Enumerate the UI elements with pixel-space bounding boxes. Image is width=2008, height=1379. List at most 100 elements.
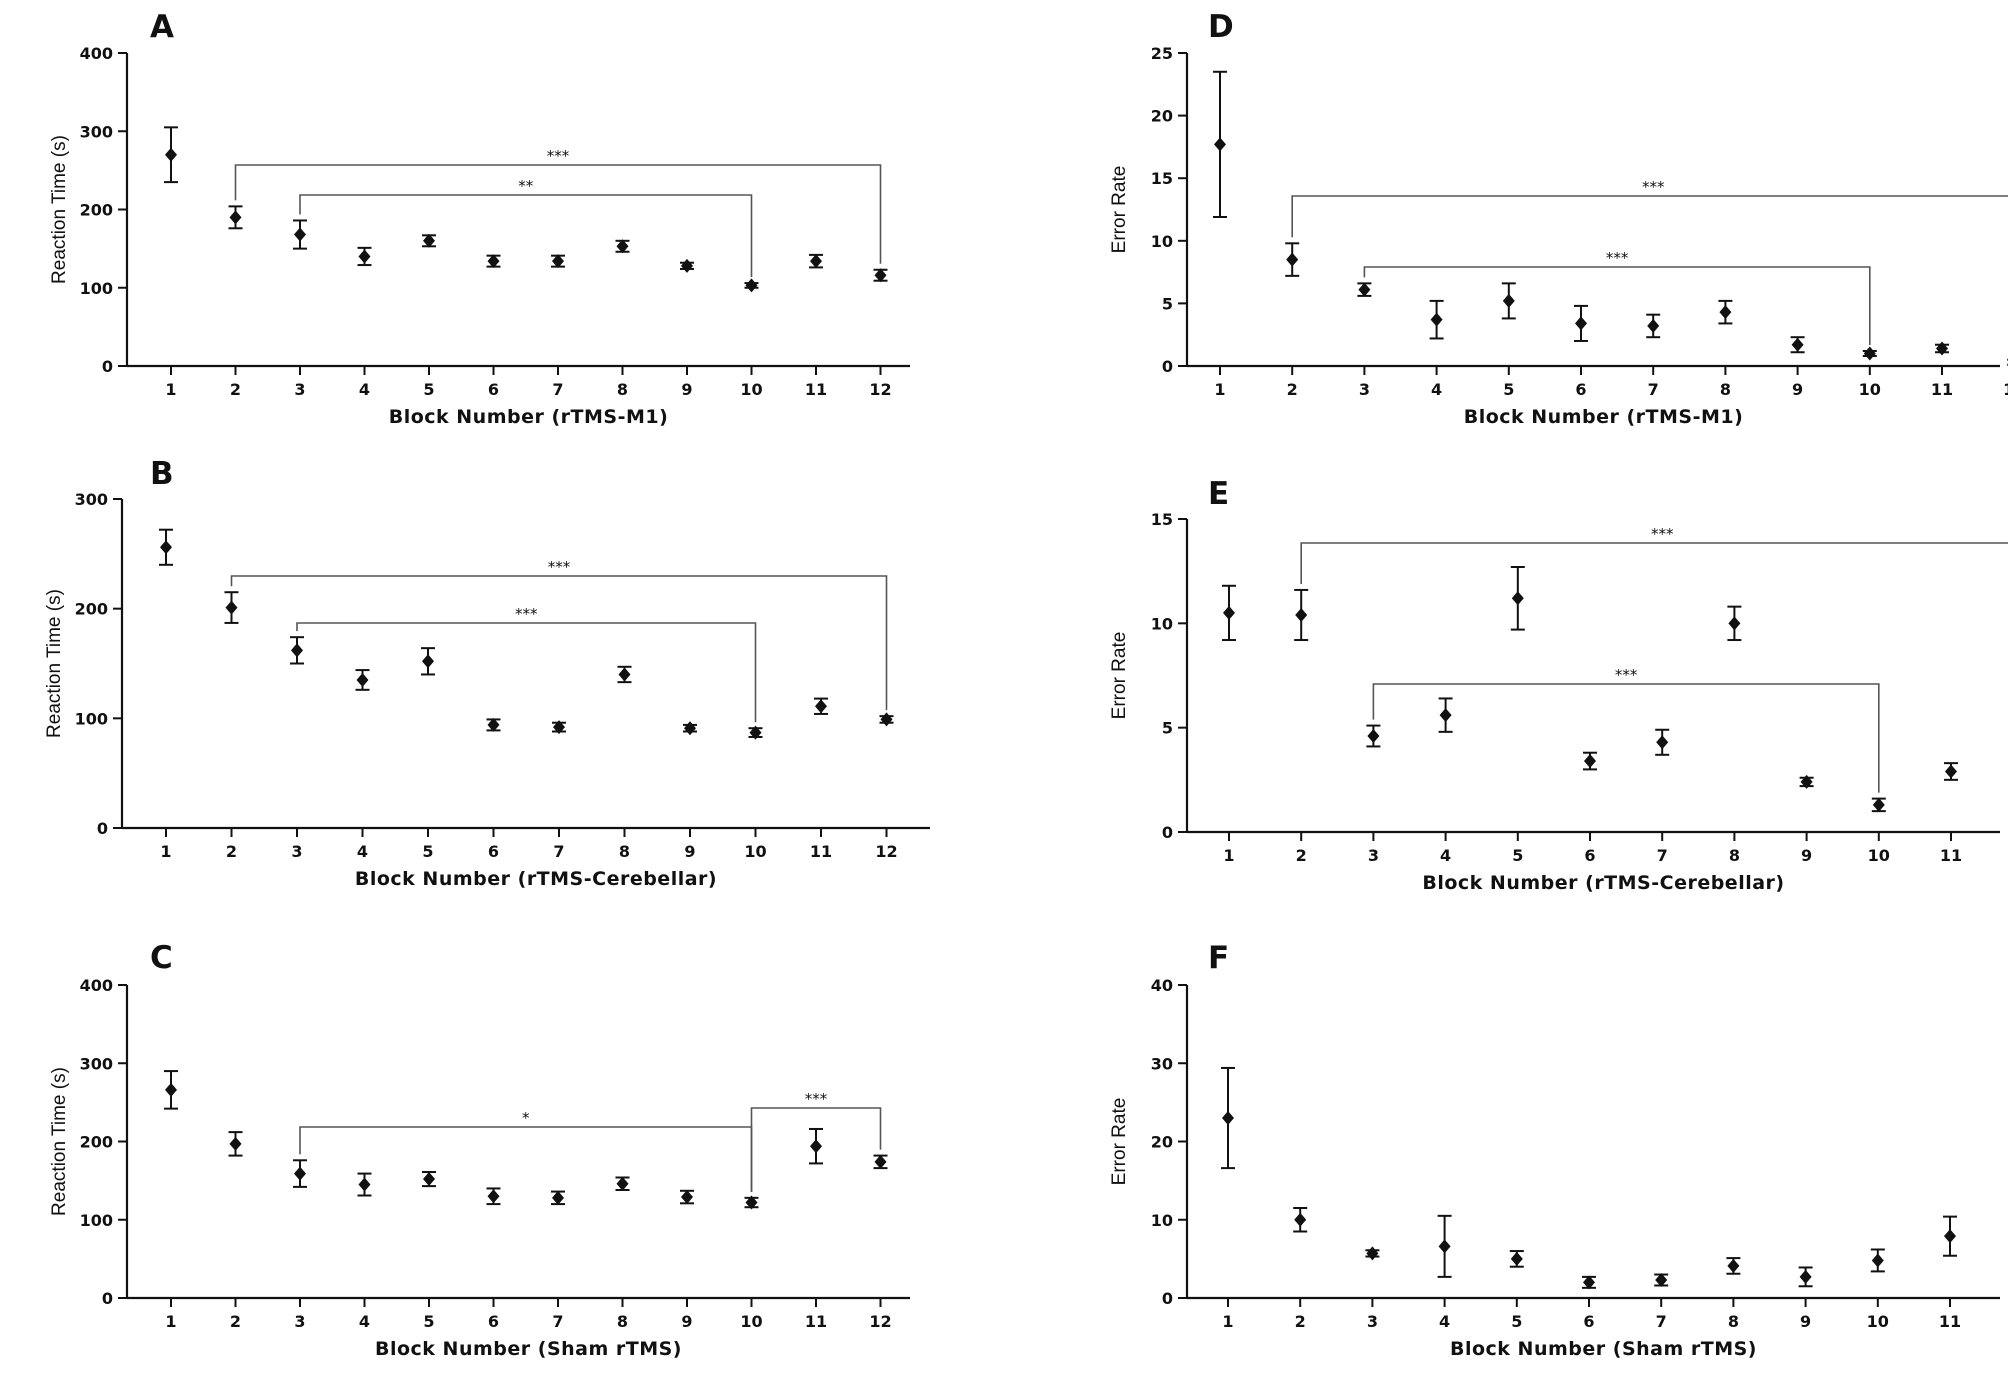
x-tick-label: 2: [1287, 380, 1298, 399]
x-tick-label: 8: [1720, 380, 1731, 399]
y-tick-label: 0: [97, 819, 108, 838]
data-point: [1799, 1269, 1812, 1284]
y-tick-label: 5: [1162, 294, 1173, 313]
x-tick-label: 4: [1439, 1312, 1450, 1331]
x-tick-label: 3: [1359, 380, 1370, 399]
data-point: [358, 1177, 371, 1192]
y-tick-label: 20: [1151, 1133, 1173, 1152]
x-tick-label: 8: [619, 842, 630, 861]
data-point: [1286, 252, 1299, 267]
x-tick-label: 1: [160, 842, 171, 861]
y-tick-label: 100: [80, 279, 113, 298]
x-tick-label: 5: [423, 1312, 434, 1331]
y-tick-label: 100: [75, 709, 108, 728]
x-tick-label: 1: [165, 1312, 176, 1331]
x-tick-label: 3: [291, 842, 302, 861]
y-tick-label: 100: [80, 1211, 113, 1230]
chart-panel-e: E051015123456789101112Block Number (rTMS…: [1109, 476, 2008, 894]
x-tick-label: 4: [1431, 380, 1442, 399]
x-tick-label: 4: [1440, 846, 1451, 865]
x-tick-label: 9: [684, 842, 695, 861]
x-tick-label: 3: [1368, 846, 1379, 865]
data-point: [294, 1166, 306, 1181]
x-tick-label: 3: [294, 380, 305, 399]
y-tick-label: 300: [80, 122, 113, 141]
x-tick-label: 7: [1657, 846, 1668, 865]
x-tick-label: 12: [2003, 380, 2008, 399]
data-point: [1214, 137, 1226, 152]
x-axis-title: Block Number (Sham rTMS): [1450, 1338, 1757, 1360]
y-tick-label: 15: [1151, 169, 1173, 188]
data-point: [1510, 1251, 1523, 1266]
x-tick-label: 10: [1867, 1312, 1889, 1331]
significance-label: ***: [1615, 666, 1638, 684]
x-tick-label: 11: [1931, 380, 1953, 399]
data-point: [165, 147, 177, 162]
significance-label: ***: [1606, 249, 1629, 267]
data-point: [1872, 797, 1885, 812]
x-tick-label: 9: [1800, 1312, 1811, 1331]
data-point: [616, 239, 629, 254]
data-point: [423, 1172, 435, 1187]
x-tick-label: 1: [165, 380, 176, 399]
chart-panel-d: D0510152025123456789101112Block Number (…: [1109, 9, 2008, 428]
data-point: [810, 254, 822, 269]
chart-panel-f: F010203040123456789101112Block Number (S…: [1109, 940, 2000, 1360]
x-tick-label: 10: [744, 842, 766, 861]
x-axis-title: Block Number (rTMS-Cerebellar): [1422, 872, 1784, 894]
data-point: [681, 1190, 693, 1205]
x-tick-label: 11: [805, 380, 827, 399]
y-tick-label: 10: [1151, 614, 1173, 633]
y-tick-label: 200: [80, 201, 113, 220]
significance-bracket: [1291, 195, 2008, 238]
data-point: [1223, 605, 1235, 620]
x-tick-label: 10: [1859, 380, 1881, 399]
x-tick-label: 2: [230, 1312, 241, 1331]
x-tick-label: 10: [1868, 846, 1890, 865]
data-point: [552, 254, 564, 269]
data-point: [356, 672, 369, 687]
data-point: [423, 233, 435, 248]
y-tick-label: 200: [80, 1133, 113, 1152]
data-point: [1936, 341, 1948, 356]
data-point: [1366, 1246, 1379, 1261]
data-point: [684, 721, 696, 736]
x-axis-title: Block Number (rTMS-M1): [389, 406, 669, 428]
data-point: [815, 699, 827, 714]
y-axis-title: Error Rate: [1109, 1098, 1130, 1186]
data-point: [681, 258, 693, 273]
y-tick-label: 0: [102, 357, 113, 376]
data-point: [745, 278, 758, 293]
data-point: [294, 227, 306, 242]
y-tick-label: 0: [1162, 823, 1173, 842]
x-axis-title: Block Number (Sham rTMS): [375, 1338, 682, 1360]
x-tick-label: 10: [740, 380, 762, 399]
data-point: [618, 667, 631, 682]
x-tick-label: 8: [617, 380, 628, 399]
y-axis-title: Reaction Time (s): [49, 1067, 70, 1216]
y-axis-title: Error Rate: [1109, 166, 1130, 254]
data-point: [1584, 754, 1596, 769]
x-tick-label: 6: [488, 842, 499, 861]
x-tick-label: 4: [359, 1312, 370, 1331]
x-tick-label: 1: [1214, 380, 1225, 399]
x-tick-label: 6: [488, 380, 499, 399]
data-point: [229, 1136, 242, 1151]
x-tick-label: 9: [681, 380, 692, 399]
x-tick-label: 4: [357, 842, 368, 861]
data-point: [1728, 616, 1741, 631]
y-tick-label: 400: [80, 44, 113, 63]
x-tick-label: 7: [552, 1312, 563, 1331]
x-tick-label: 9: [681, 1312, 692, 1331]
data-point: [1575, 316, 1587, 331]
x-tick-label: 11: [805, 1312, 827, 1331]
x-tick-label: 2: [230, 380, 241, 399]
data-point: [1367, 729, 1380, 744]
y-tick-label: 0: [1162, 357, 1173, 376]
data-point: [749, 725, 762, 740]
y-tick-label: 40: [1151, 976, 1173, 995]
y-tick-label: 15: [1151, 510, 1173, 529]
x-tick-label: 6: [1583, 1312, 1594, 1331]
significance-bracket: [234, 164, 882, 264]
panel-letter: C: [150, 940, 173, 976]
